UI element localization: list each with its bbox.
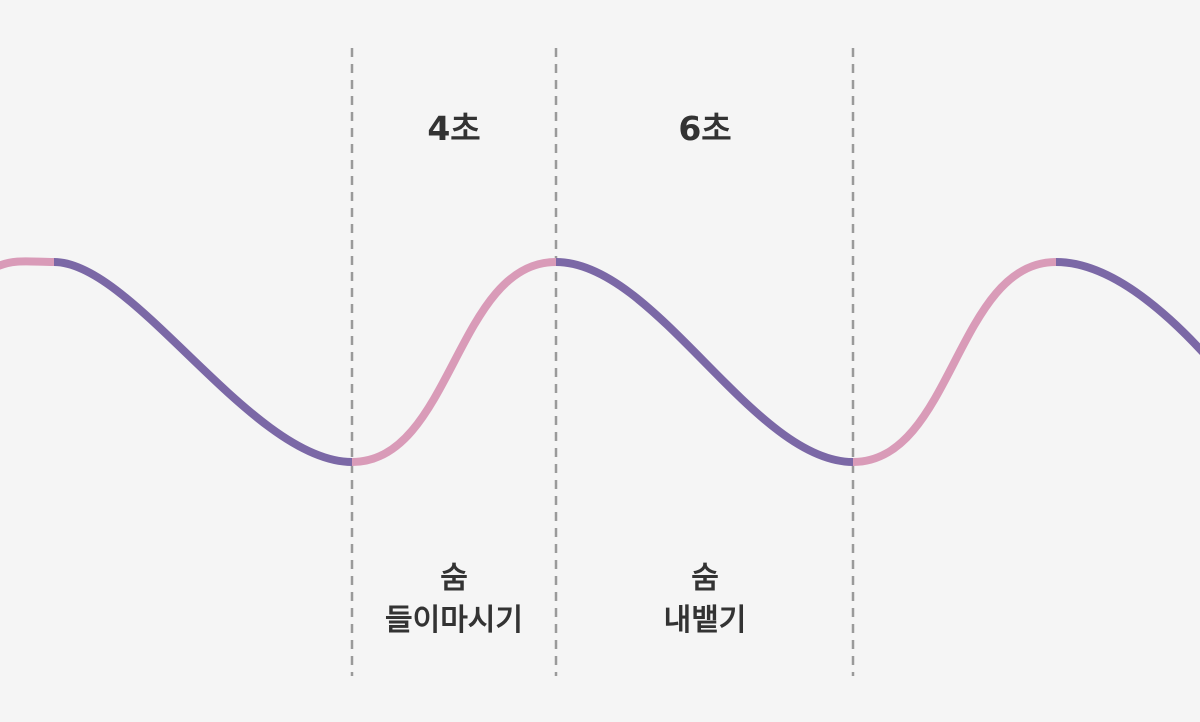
inhale-segment bbox=[351, 258, 557, 466]
inhale-segment bbox=[852, 258, 1057, 466]
exhale-caption: 숨 내뱉기 bbox=[664, 558, 747, 642]
inhale-duration-label: 4초 bbox=[427, 109, 481, 148]
exhale-segment bbox=[555, 258, 854, 466]
inhale-segment bbox=[0, 257, 55, 270]
exhale-caption-line2: 내뱉기 bbox=[663, 603, 747, 638]
exhale-segment bbox=[53, 258, 353, 466]
exhale-duration-label: 6초 bbox=[678, 109, 732, 148]
breath-wave bbox=[0, 257, 1200, 466]
exhale-caption-line1: 숨 bbox=[691, 561, 719, 596]
exhale-segment bbox=[1055, 258, 1200, 356]
inhale-caption-line2: 들이마시기 bbox=[385, 603, 523, 638]
inhale-caption-line1: 숨 bbox=[440, 561, 468, 596]
inhale-caption: 숨 들이마시기 bbox=[385, 558, 523, 642]
